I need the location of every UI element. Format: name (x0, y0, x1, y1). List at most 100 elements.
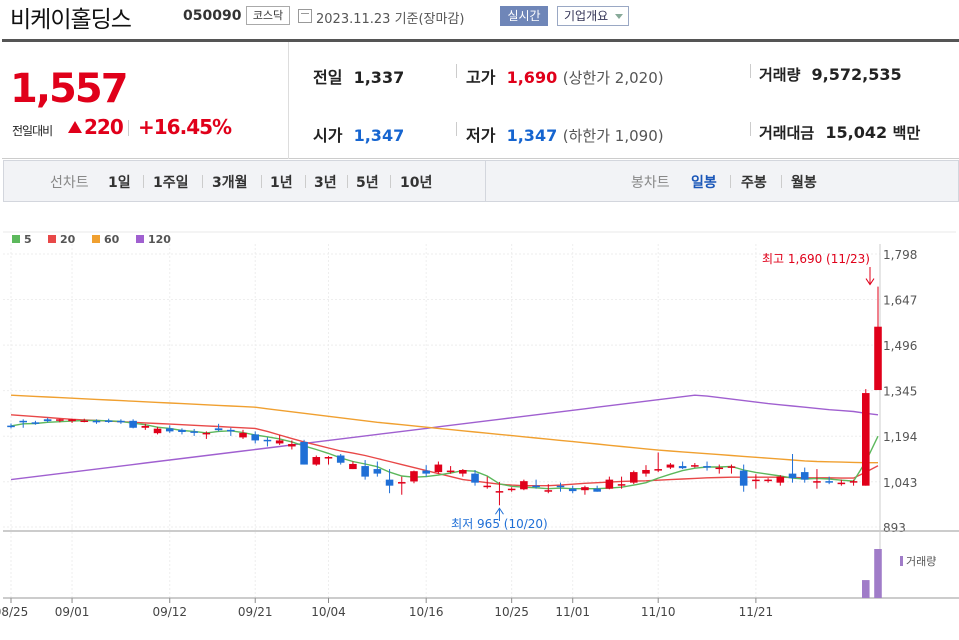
x-tick-label: 11/10 (641, 605, 676, 619)
candle-body (862, 393, 870, 486)
price-change: 220 (84, 115, 124, 139)
candle-body (422, 470, 430, 474)
volume-legend-swatch (900, 556, 903, 566)
candle-body (788, 473, 797, 479)
candle-weekly[interactable]: 주봉 (741, 175, 767, 191)
candle-body (544, 490, 553, 492)
candle-body (813, 481, 821, 483)
candle-body (825, 481, 833, 483)
high-value: 1,690 (506, 68, 558, 87)
candle-body (752, 479, 760, 482)
candle-daily[interactable]: 일봉 (691, 175, 717, 191)
candle-body (92, 420, 101, 423)
period-1w[interactable]: 1주일 (153, 175, 189, 191)
market-badge: 코스닥 (246, 6, 290, 25)
open-item: 시가 1,347 (313, 122, 404, 146)
divider (456, 64, 457, 78)
low-value: 1,347 (506, 126, 558, 145)
volume-label: 거래량 (759, 66, 801, 84)
candle-body (251, 434, 260, 441)
legend-label: 120 (148, 233, 171, 246)
candle-body (300, 441, 308, 465)
period-5y[interactable]: 5년 (356, 175, 379, 191)
candle-body (336, 455, 345, 463)
y-tick-label: 1,798 (883, 248, 917, 262)
candle-body (874, 326, 882, 391)
period-3y[interactable]: 3년 (314, 175, 337, 191)
candle-body (800, 472, 809, 480)
change-rate: +16.45% (138, 115, 232, 139)
candle-body (629, 472, 638, 483)
quote-date: 2023.11.23 기준(장마감) (316, 12, 465, 27)
company-name: 비케이홀딩스 (10, 7, 132, 33)
high-label: 고가 (466, 68, 496, 87)
low-item: 저가 1,347 (하한가 1,090) (466, 122, 664, 146)
candle-body (104, 420, 113, 423)
candle-body (581, 487, 589, 491)
period-1y[interactable]: 1년 (270, 175, 293, 191)
moving-average-ma60 (10, 394, 878, 464)
candle-body (43, 419, 52, 422)
period-1d[interactable]: 1일 (108, 175, 131, 191)
y-tick-label: 1,647 (883, 294, 917, 308)
stock-code: 050090 (183, 8, 242, 24)
upper-limit: (상한가 2,020) (562, 69, 664, 87)
candle-body (666, 464, 675, 468)
candle-monthly[interactable]: 월봉 (791, 175, 817, 191)
candle-body (459, 469, 467, 474)
candle-body (446, 470, 455, 473)
candle-body (837, 482, 846, 485)
candle-body (471, 473, 479, 483)
candle-body (312, 457, 321, 465)
period-3m[interactable]: 3개월 (212, 175, 248, 191)
divider (128, 120, 129, 136)
candle-body (532, 485, 540, 488)
volume-legend-label: 거래량 (906, 555, 936, 568)
change-label: 전일대비 (12, 124, 53, 138)
open-value: 1,347 (353, 126, 405, 145)
calendar-icon (298, 9, 312, 23)
low-arrowhead-icon (495, 507, 504, 515)
divider (750, 122, 751, 136)
candle-body (520, 481, 528, 490)
moving-average-ma120 (10, 394, 879, 481)
candle-body (129, 420, 137, 428)
x-tick-label: 11/01 (555, 605, 590, 619)
lower-limit: (하한가 1,090) (562, 127, 664, 145)
volume-value: 9,572,535 (811, 65, 902, 84)
prev-close-label: 전일 (313, 68, 343, 87)
legend-label: 5 (24, 233, 32, 246)
stock-header: 비케이홀딩스 050090 코스닥 2023.11.23 기준(장마감) 실시간… (0, 0, 959, 34)
divider (202, 175, 203, 188)
candle-body (739, 470, 748, 486)
x-tick-label: 09/12 (152, 605, 187, 619)
y-tick-label: 1,345 (883, 385, 917, 399)
candle-body (568, 488, 577, 492)
x-tick-label: 10/04 (311, 605, 346, 619)
x-tick-label: 10/25 (494, 605, 529, 619)
volume-bar (862, 580, 870, 598)
candle-body (556, 485, 565, 488)
x-tick-label: 09/01 (55, 605, 90, 619)
company-info-dropdown[interactable]: 기업개요 (557, 6, 629, 26)
amount-label: 거래대금 (759, 124, 815, 142)
quote-summary: 1,557 전일대비 220 +16.45% 전일 1,337 고가 1,690… (2, 39, 959, 159)
volume-item: 거래량 9,572,535 (759, 64, 902, 85)
price-chart[interactable]: 893 1,043 1,194 1,345 1,496 1,647 1,798 08/25 09… (0, 216, 959, 640)
candle-body (605, 479, 614, 489)
candle-body (849, 481, 858, 483)
candle-body (31, 422, 40, 424)
candle-body (349, 463, 357, 470)
candle-body (507, 488, 516, 491)
candle-body (642, 469, 650, 474)
high-arrowhead-icon (865, 278, 875, 286)
open-label: 시가 (313, 126, 343, 145)
period-10y[interactable]: 10년 (400, 175, 433, 191)
candle-body (227, 429, 235, 432)
x-tick-label: 10/16 (409, 605, 444, 619)
moving-average-ma20 (10, 414, 879, 487)
divider (143, 175, 144, 188)
candle-body (776, 476, 785, 483)
realtime-button[interactable]: 실시간 (500, 6, 548, 26)
candle-body (678, 466, 687, 469)
